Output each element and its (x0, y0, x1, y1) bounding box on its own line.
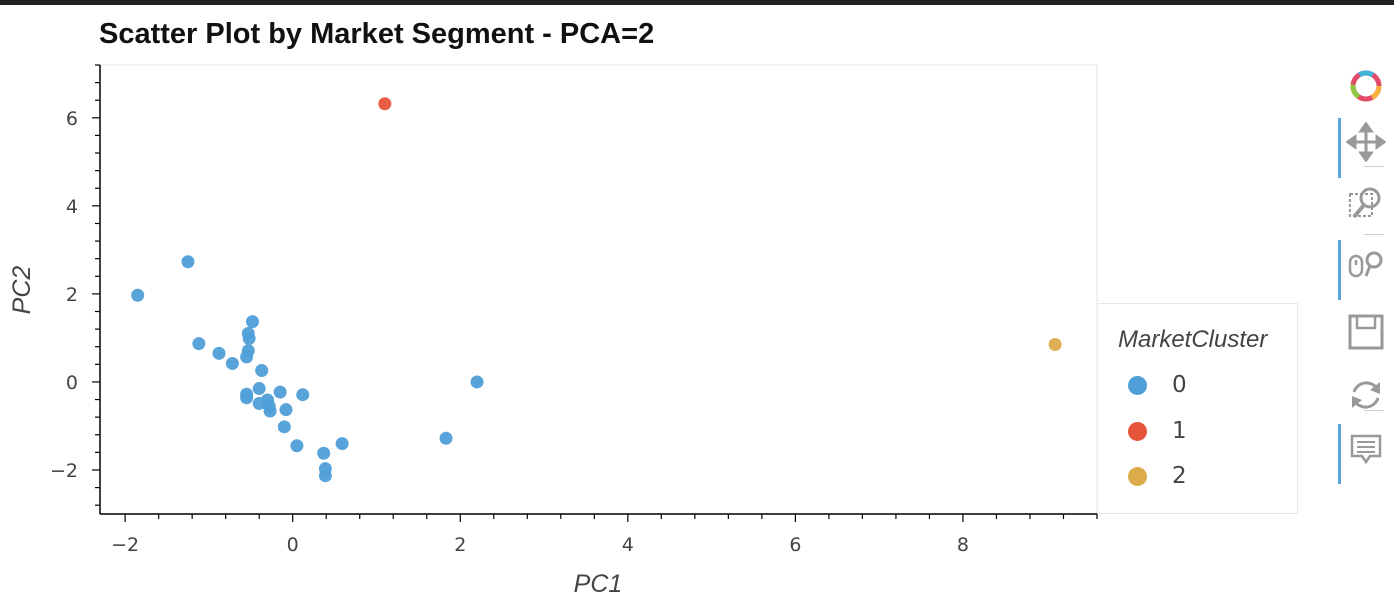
data-point-cluster-0 (273, 385, 287, 399)
y-tick-label: 6 (66, 108, 78, 130)
data-point-cluster-0 (279, 403, 293, 417)
box-zoom-tool-button[interactable] (1330, 176, 1394, 228)
pan-icon (1346, 122, 1386, 162)
x-tick-label: −2 (111, 534, 139, 556)
data-point-cluster-0 (290, 439, 304, 453)
x-tick-label: 0 (287, 534, 299, 556)
y-tick-label: 4 (66, 196, 78, 218)
data-point-cluster-0 (242, 331, 256, 345)
hover-icon (1350, 434, 1382, 465)
toolbar-divider (1364, 166, 1384, 167)
bokeh-logo-button[interactable] (1330, 58, 1394, 110)
chart-title: Scatter Plot by Market Segment - PCA=2 (99, 18, 655, 50)
toolbar-divider (1364, 410, 1384, 411)
x-tick-label: 6 (789, 534, 801, 556)
axes: −2 0 2 4 6 8 −2 0 2 4 6 (50, 64, 1098, 556)
data-point-cluster-0 (245, 315, 259, 329)
wheel-zoom-tool-button[interactable] (1330, 236, 1394, 300)
bokeh-logo-icon (1350, 70, 1382, 102)
save-icon (1348, 314, 1384, 350)
data-point-cluster-1 (378, 97, 392, 111)
y-tick-label: 2 (66, 284, 78, 306)
data-point-cluster-0 (192, 337, 206, 351)
top-border (0, 0, 1394, 5)
legend-label-2: 2 (1172, 463, 1187, 489)
y-axis-title: PC2 (8, 266, 36, 315)
legend: MarketCluster 0 1 2 (1097, 303, 1298, 514)
data-point-cluster-0 (181, 255, 195, 269)
data-point-cluster-0 (212, 346, 226, 360)
legend-item-2[interactable]: 2 (1128, 461, 1187, 491)
points (131, 97, 1062, 483)
x-tick-label: 4 (622, 534, 634, 556)
data-point-cluster-0 (225, 356, 239, 370)
active-indicator (1338, 240, 1341, 300)
data-point-cluster-0 (255, 363, 269, 377)
box-zoom-icon (1349, 187, 1381, 219)
data-point-cluster-0 (240, 350, 254, 364)
plot-frame (99, 64, 1098, 515)
data-point-cluster-0 (317, 446, 331, 460)
toolbar (1330, 58, 1394, 498)
data-point-cluster-0 (335, 437, 349, 451)
data-point-cluster-0 (296, 388, 310, 402)
y-tick-label: 0 (66, 372, 78, 394)
hover-tool-button[interactable] (1330, 420, 1394, 484)
data-point-cluster-0 (318, 469, 332, 483)
legend-title: MarketCluster (1118, 326, 1268, 353)
legend-swatch-1 (1128, 421, 1147, 441)
active-indicator (1338, 424, 1341, 484)
legend-item-0[interactable]: 0 (1128, 370, 1187, 400)
data-point-cluster-0 (252, 382, 266, 396)
data-point-cluster-0 (470, 375, 484, 389)
save-tool-button[interactable] (1330, 302, 1394, 354)
data-point-cluster-2 (1048, 338, 1062, 352)
data-point-cluster-0 (263, 404, 277, 418)
legend-swatch-0 (1128, 375, 1147, 395)
legend-label-1: 1 (1172, 418, 1187, 444)
reset-tool-button[interactable] (1330, 366, 1394, 418)
wheel-zoom-icon (1348, 251, 1383, 278)
toolbar-divider (1364, 234, 1384, 235)
reset-icon (1352, 381, 1380, 409)
plot-area[interactable]: −2 0 2 4 6 8 −2 0 2 4 6 PC1 PC2 (0, 0, 1100, 604)
data-point-cluster-0 (277, 420, 291, 434)
y-tick-label: −2 (50, 460, 78, 482)
active-indicator (1338, 118, 1341, 178)
x-tick-label: 2 (454, 534, 466, 556)
data-point-cluster-0 (240, 391, 254, 405)
pan-tool-button[interactable] (1330, 114, 1394, 178)
legend-item-1[interactable]: 1 (1128, 416, 1187, 446)
x-axis-title: PC1 (574, 570, 623, 598)
x-tick-label: 8 (957, 534, 969, 556)
data-point-cluster-0 (131, 288, 145, 302)
data-point-cluster-0 (439, 431, 453, 445)
legend-swatch-2 (1128, 466, 1147, 486)
legend-label-0: 0 (1172, 372, 1187, 398)
